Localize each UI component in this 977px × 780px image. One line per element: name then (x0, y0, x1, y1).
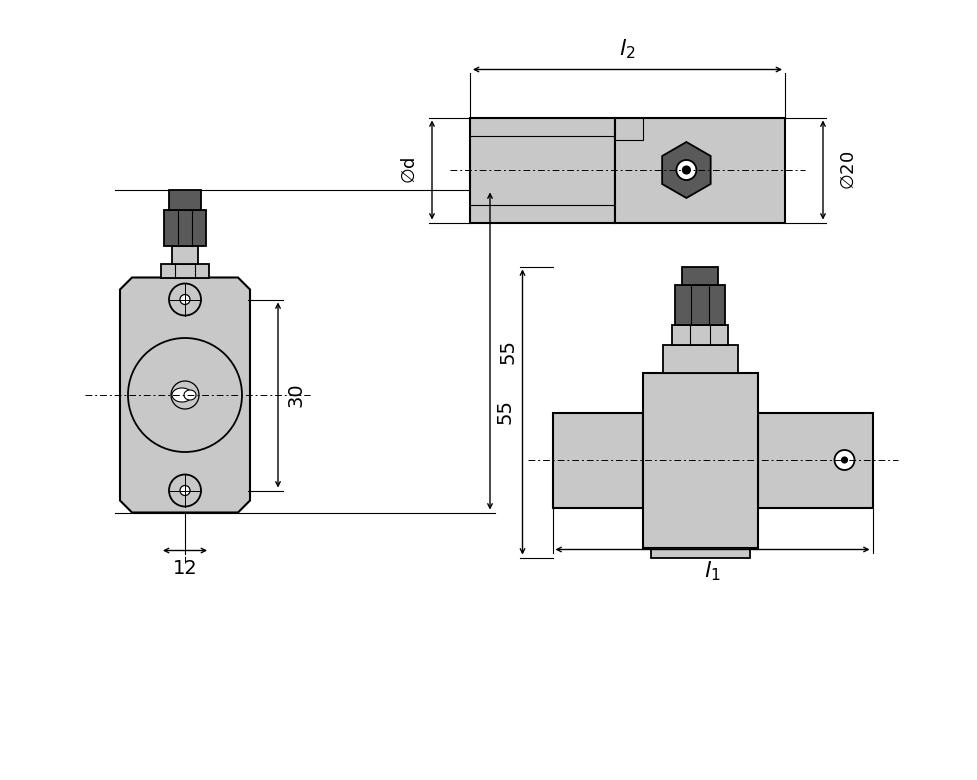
Bar (615, 118, 785, 222)
Circle shape (180, 295, 190, 304)
Bar (470, 118, 615, 222)
Text: $l_1$: $l_1$ (704, 560, 721, 583)
Bar (169, 190, 201, 210)
Polygon shape (172, 388, 192, 402)
Bar (662, 345, 738, 373)
Bar (672, 324, 728, 345)
Bar (553, 413, 643, 508)
Bar (172, 246, 198, 264)
Bar (161, 264, 209, 278)
Text: 55: 55 (498, 339, 518, 363)
Text: 30: 30 (286, 383, 306, 407)
Text: $\emptyset$20: $\emptyset$20 (840, 151, 858, 190)
Polygon shape (662, 142, 710, 198)
Circle shape (171, 381, 199, 409)
Circle shape (834, 450, 855, 470)
Text: 12: 12 (173, 559, 197, 578)
Bar (643, 373, 757, 548)
Bar (675, 285, 725, 324)
Circle shape (682, 166, 691, 174)
Circle shape (841, 457, 847, 463)
Circle shape (169, 474, 201, 506)
Circle shape (180, 485, 190, 495)
Polygon shape (184, 390, 196, 400)
Circle shape (169, 283, 201, 315)
Bar (682, 267, 718, 285)
Text: 55: 55 (495, 399, 514, 424)
Bar (757, 413, 872, 508)
Text: $l_2$: $l_2$ (619, 37, 636, 62)
Text: $\emptyset$d: $\emptyset$d (401, 156, 419, 184)
Circle shape (676, 160, 697, 180)
Bar (164, 210, 206, 246)
Polygon shape (120, 278, 250, 512)
Bar (651, 548, 749, 558)
Circle shape (128, 338, 242, 452)
Bar (615, 118, 643, 140)
